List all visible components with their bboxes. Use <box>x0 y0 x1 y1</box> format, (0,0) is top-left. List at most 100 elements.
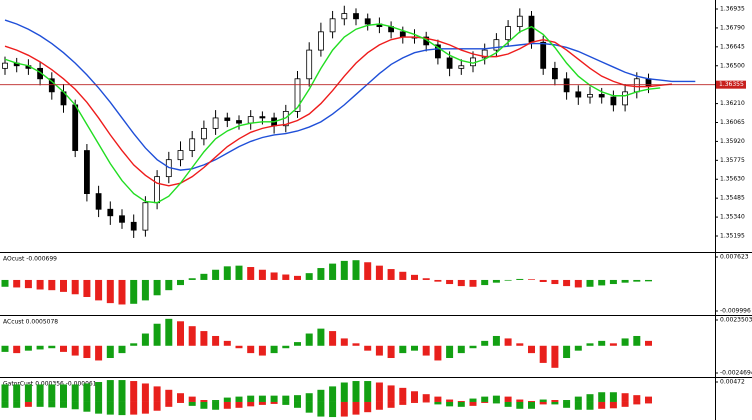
gator-bar <box>446 401 454 407</box>
histogram-bar <box>188 278 196 280</box>
panel-title: ACcust 0.0005078 <box>3 319 58 326</box>
gator-bar <box>130 401 138 415</box>
gator-bar <box>95 401 103 414</box>
alligator-line <box>4 23 661 204</box>
gator-bar <box>106 380 114 402</box>
gator-bar <box>411 401 418 403</box>
gator-bar <box>364 401 372 413</box>
histogram-bar <box>446 345 454 359</box>
current-price-label: 1.36355 <box>719 81 744 88</box>
histogram-bar <box>270 272 278 280</box>
gator-bar <box>364 381 372 402</box>
candle-body <box>236 120 242 124</box>
y-tick-label: 1.36645 <box>720 43 745 50</box>
histogram-bar <box>153 279 161 296</box>
histogram-bar <box>481 340 489 346</box>
gator-bar <box>551 400 559 402</box>
histogram-bar <box>200 273 208 280</box>
histogram-bar <box>118 345 126 354</box>
gator-bar <box>434 401 442 405</box>
gator-bar <box>165 389 173 402</box>
y-tick-label: -0.009996 <box>720 308 751 315</box>
gator-bar <box>258 401 266 405</box>
gator-bar <box>457 401 465 407</box>
candle-body <box>364 18 371 25</box>
histogram-bar <box>83 279 91 297</box>
histogram-bar <box>294 342 301 346</box>
histogram-bar <box>95 345 103 361</box>
candle-body <box>353 13 359 20</box>
histogram-bar <box>36 345 44 350</box>
gator-bar <box>492 395 500 402</box>
histogram-bar <box>282 274 290 280</box>
histogram-bar <box>375 265 383 280</box>
histogram-bar <box>340 338 348 346</box>
gator-bar <box>36 384 44 402</box>
gator-bar <box>516 401 524 409</box>
y-tick-label: 1.35630 <box>720 176 745 183</box>
gator-bar <box>621 401 629 407</box>
candle-body <box>130 221 137 231</box>
histogram-bar <box>399 345 407 354</box>
histogram-bar <box>563 279 571 287</box>
gator-bar <box>200 401 208 409</box>
candle-body <box>341 13 348 20</box>
gator-bar <box>71 401 79 410</box>
candle-body <box>84 150 90 194</box>
histogram-bar <box>352 260 360 280</box>
gator-bar <box>24 384 32 402</box>
histogram-bar <box>563 345 571 359</box>
histogram-bar <box>621 279 629 283</box>
histogram-bar <box>294 275 301 280</box>
histogram-bar <box>282 345 290 349</box>
gator-bar <box>118 380 126 402</box>
histogram-bar <box>539 345 547 363</box>
gator-bar <box>247 401 255 407</box>
candle-body <box>458 65 465 69</box>
gator-bar <box>223 401 231 409</box>
candle-body <box>505 26 512 41</box>
histogram-bar <box>609 279 617 285</box>
gator-bar <box>247 395 255 402</box>
histogram-bar <box>621 338 629 346</box>
histogram-bar <box>469 279 477 287</box>
y-tick-label: 1.36790 <box>720 24 745 31</box>
histogram-bar <box>633 335 641 346</box>
gator-bar <box>469 398 477 402</box>
gator-bar <box>95 382 103 402</box>
gator-bar <box>387 385 395 402</box>
candle-body <box>540 41 547 69</box>
gator-bar <box>235 396 243 402</box>
gator-bar <box>411 391 418 402</box>
candle-body <box>399 31 406 38</box>
candle-body <box>587 94 593 98</box>
histogram-bar <box>504 338 512 346</box>
histogram-bar <box>411 274 418 280</box>
candle-body <box>306 49 313 80</box>
histogram-bar <box>1 345 9 352</box>
histogram-bar <box>1 279 9 287</box>
candle-body <box>528 15 535 43</box>
candle-body <box>142 202 149 231</box>
gator-bar <box>446 399 454 402</box>
gator-bar <box>563 400 571 402</box>
gator-bar <box>294 395 301 402</box>
histogram-bar <box>247 345 255 354</box>
histogram-bar <box>24 279 32 289</box>
panel-title: GatorCust 0.000356 -0.000061 <box>3 381 97 388</box>
y-tick-label: 1.36210 <box>720 100 745 107</box>
histogram-bar <box>551 345 559 368</box>
alligator-line <box>4 19 696 171</box>
histogram-bar <box>247 267 255 280</box>
histogram-bar <box>212 269 220 280</box>
gator-bar <box>539 401 547 405</box>
histogram-bar <box>598 279 606 286</box>
histogram-bar <box>586 343 594 346</box>
histogram-bar <box>305 273 313 280</box>
y-tick-label: -0.0024694 <box>720 370 752 377</box>
histogram-bar <box>60 345 67 352</box>
gator-bar <box>130 381 138 402</box>
histogram-bar <box>305 333 313 346</box>
histogram-bar <box>609 343 617 346</box>
gator-bar <box>387 401 395 408</box>
